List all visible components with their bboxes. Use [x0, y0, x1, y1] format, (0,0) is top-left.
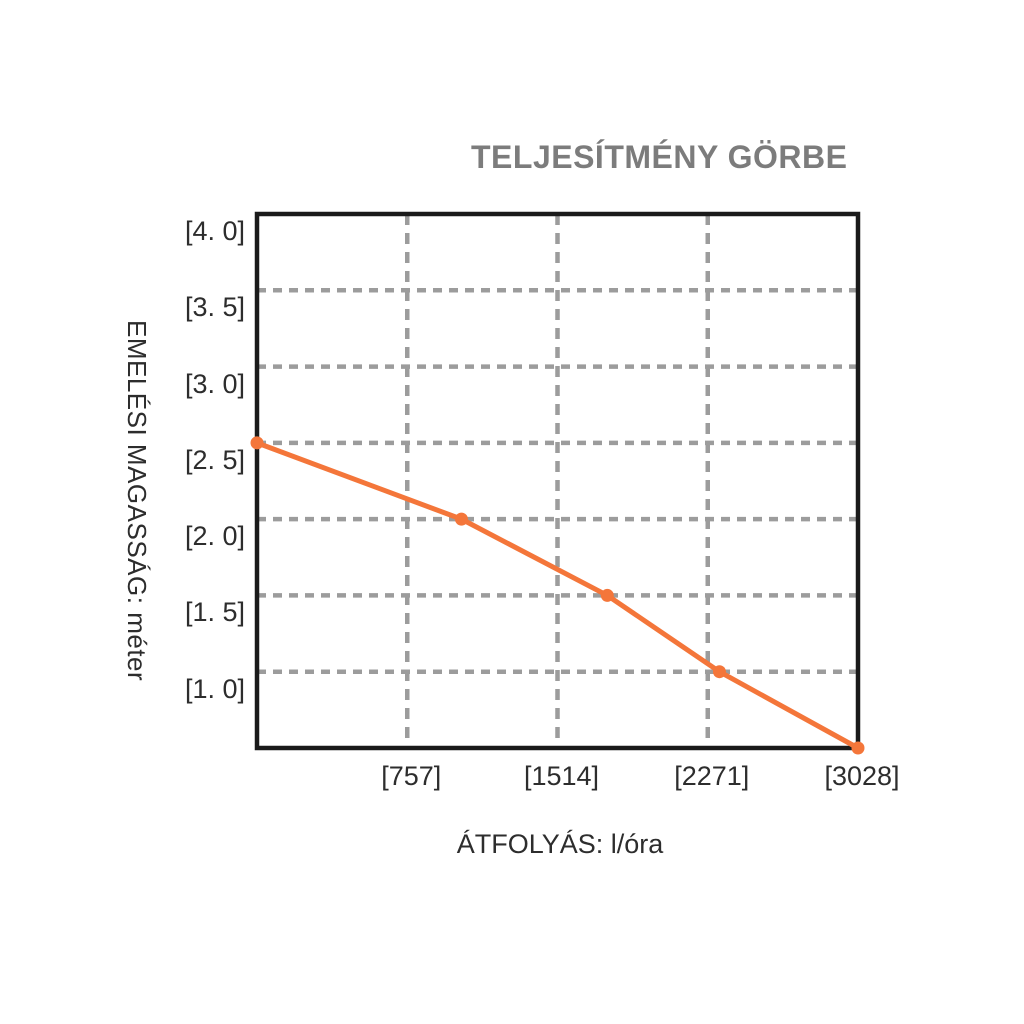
data-point	[454, 512, 468, 526]
chart-title: TELJESÍTMÉNY GÖRBE	[471, 139, 848, 175]
y-tick-label: [4. 0]	[184, 216, 245, 246]
y-tick-label: [2. 0]	[184, 521, 245, 552]
data-point	[712, 665, 726, 679]
x-tick-label: [2271]	[674, 761, 750, 791]
y-tick-label: [1. 5]	[184, 597, 245, 628]
x-tick-label: [3028]	[824, 761, 900, 791]
plot-frame	[254, 211, 861, 751]
y-tick-label: [3. 0]	[184, 368, 245, 399]
data-point	[851, 741, 865, 755]
y-tick-label: [3. 5]	[184, 292, 245, 323]
y-axis-title: EMELÉSI MAGASSÁG: méter	[122, 320, 152, 682]
plot-area	[250, 211, 865, 755]
x-tick-label: [757]	[381, 761, 442, 791]
y-tick-label: [2. 5]	[184, 444, 245, 475]
y-tick-label: [1. 0]	[184, 673, 245, 704]
data-point	[250, 436, 264, 450]
data-point	[600, 588, 614, 602]
x-tick-label: [1514]	[523, 761, 600, 791]
x-axis-title: ÁTFOLYÁS: l/óra	[456, 829, 664, 859]
